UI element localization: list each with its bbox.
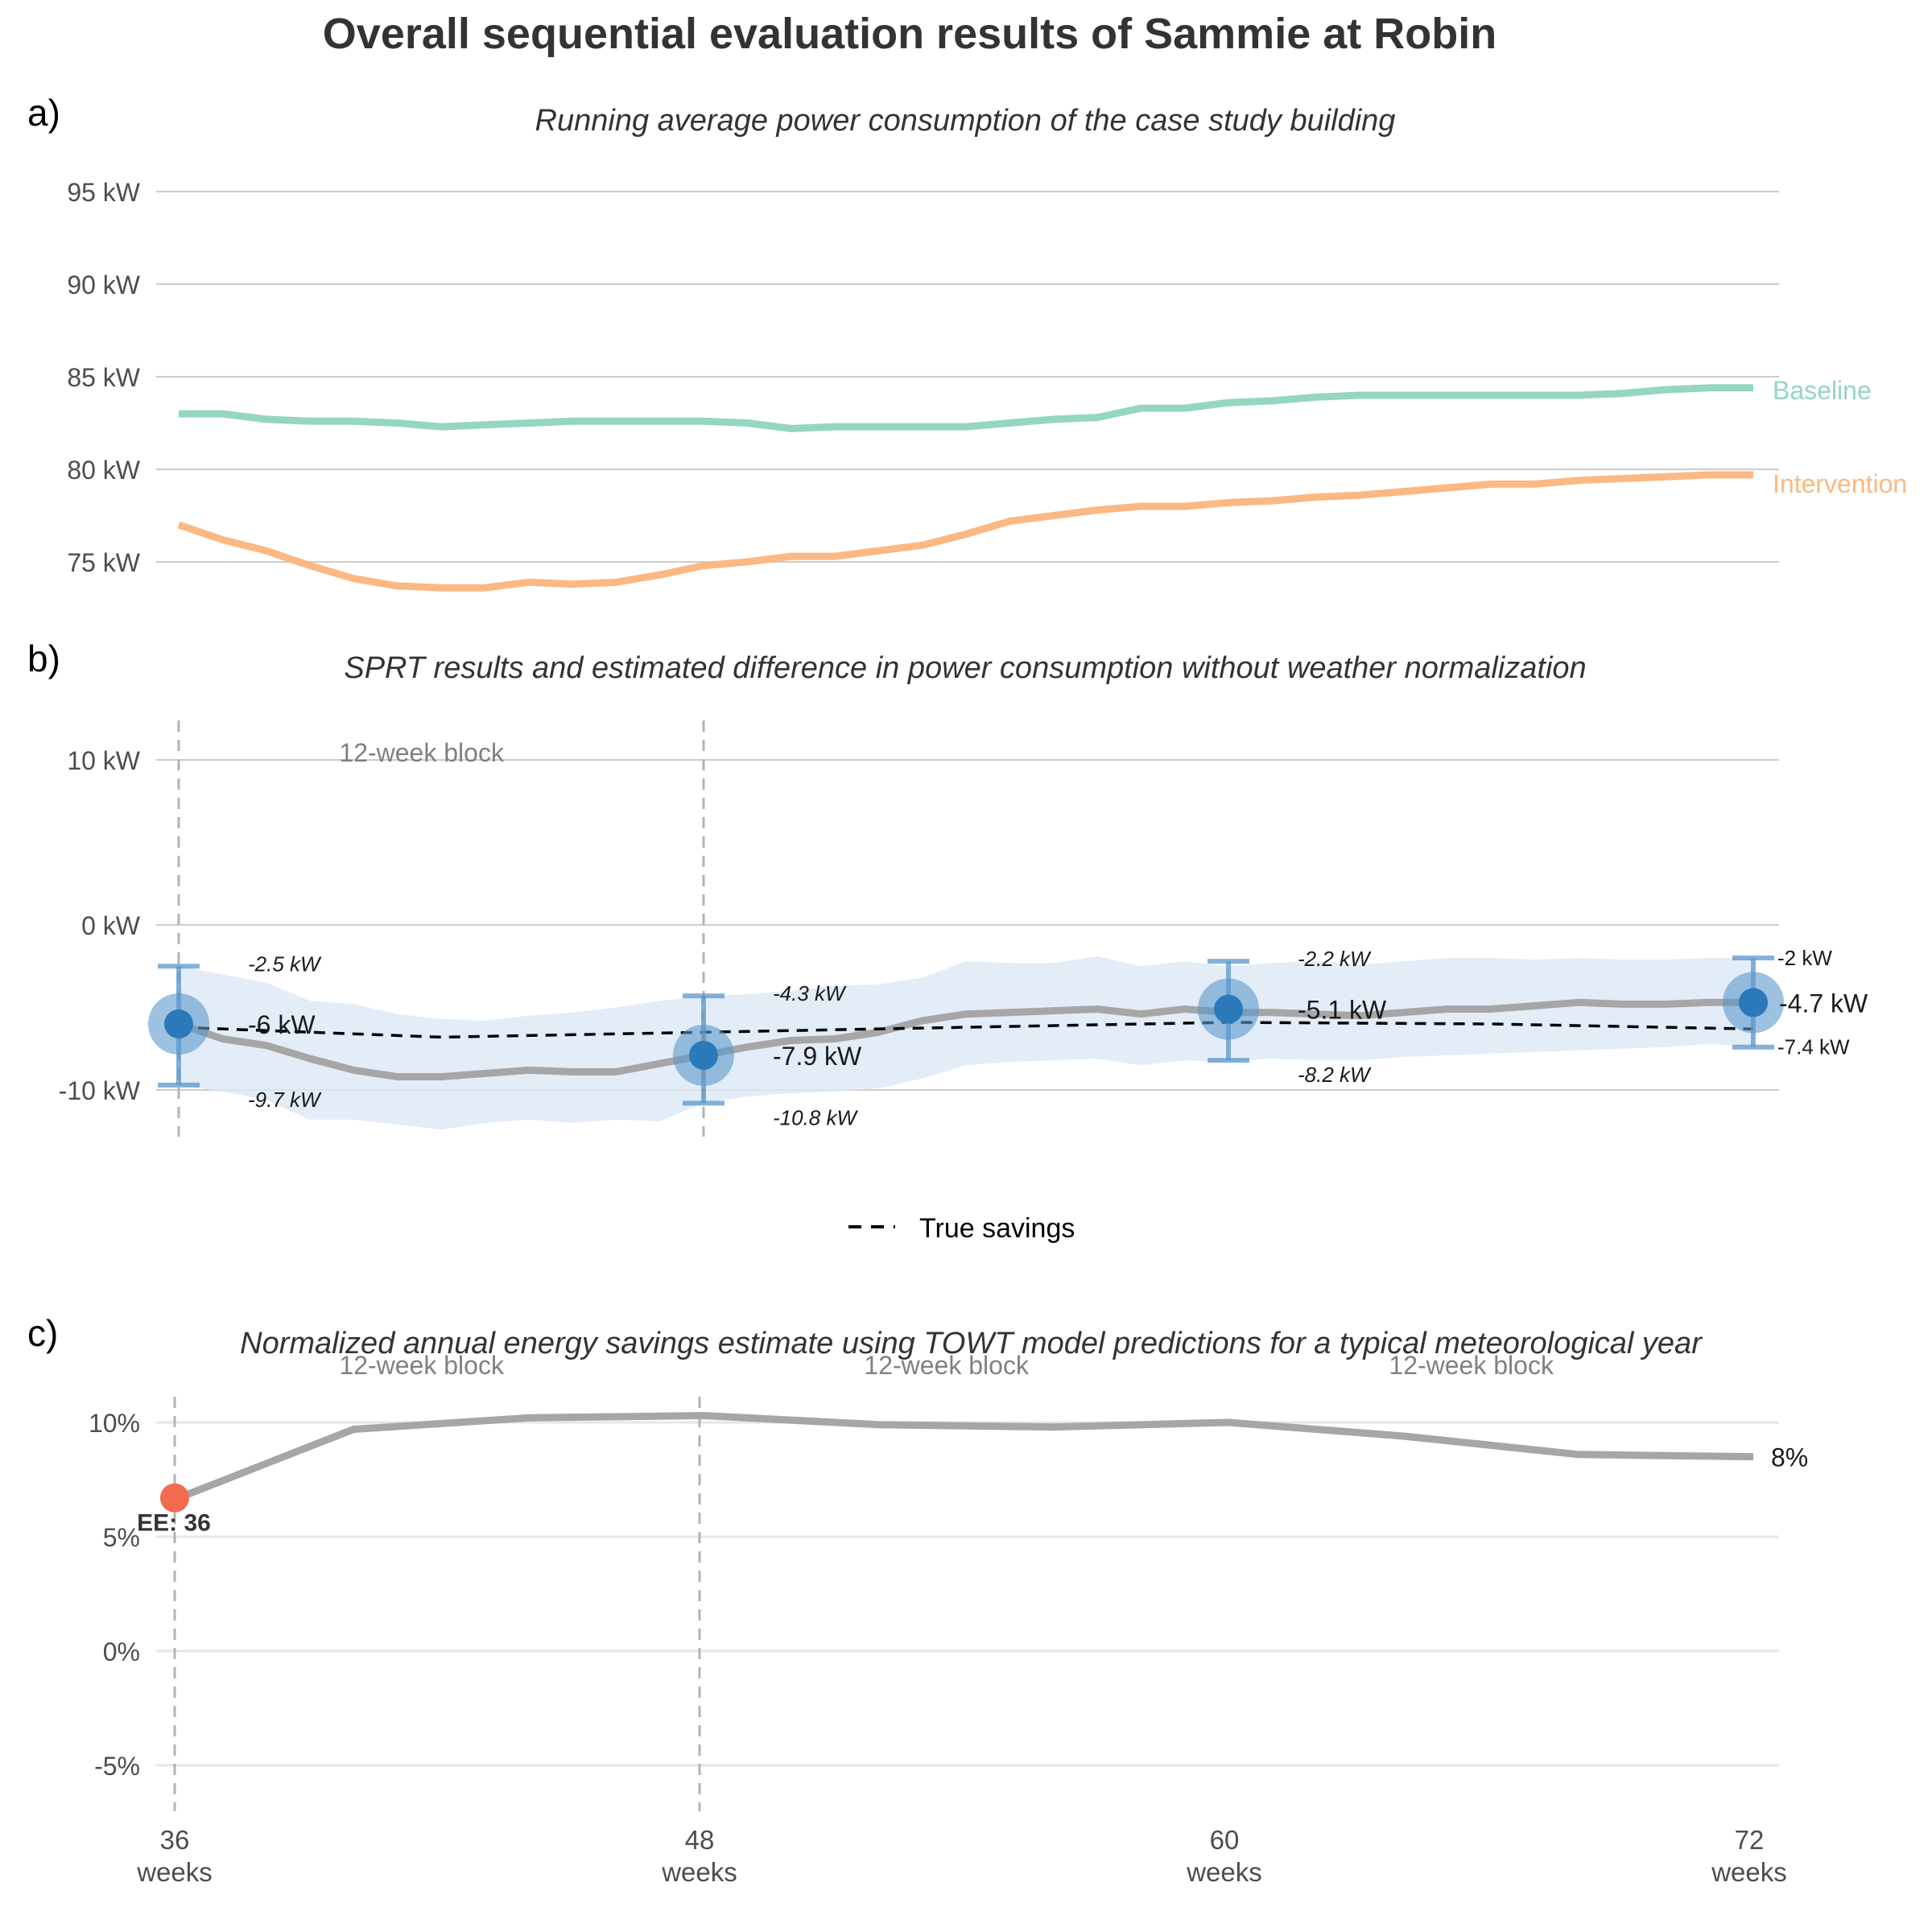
ee-point: [160, 1483, 189, 1513]
ci-upper-label: -2 kW: [1777, 946, 1832, 970]
x-tick-unit: weeks: [1711, 1857, 1787, 1887]
legend-true-savings-label: True savings: [919, 1213, 1075, 1244]
panel-a-y-tick-labels: 75 kW 80 kW 85 kW 90 kW 95 kW: [67, 178, 140, 577]
x-tick-label: 72: [1735, 1825, 1765, 1855]
evaluation-point: [1739, 988, 1768, 1018]
panel-b-y-tick-label: 0 kW: [81, 911, 141, 940]
x-tick-label: 36: [160, 1825, 190, 1855]
panel-a: a) Running average power consumption of …: [27, 92, 1907, 592]
panel-c-savings-line: [177, 1412, 1754, 1501]
panel-b-y-tick-label: -10 kW: [59, 1076, 141, 1105]
panel-a-series-lines: [177, 384, 1753, 592]
panel-a-gridlines: [156, 191, 1779, 563]
panel-b-y-tick-labels: -10 kW 0 kW 10 kW: [59, 746, 141, 1105]
series-line-intervention: [177, 471, 1753, 592]
panel-c-tag: c): [27, 1312, 58, 1354]
panel-b: b) SPRT results and estimated difference…: [27, 638, 1868, 1244]
ci-lower-label: -8.2 kW: [1298, 1063, 1372, 1087]
estimate-label: -7.9 kW: [773, 1042, 862, 1071]
panel-a-tag: a): [27, 92, 60, 134]
panel-c-block-lines: [173, 1397, 701, 1811]
evaluation-point-group: -2.5 kW -9.7 kW -6 kW: [148, 952, 322, 1112]
panel-a-subtitle: Running average power consumption of the…: [535, 104, 1396, 138]
x-tick-label: 60: [1210, 1825, 1240, 1855]
panel-b-y-tick-label: 10 kW: [67, 746, 140, 775]
panel-b-evaluation-points: -2.5 kW -9.7 kW -6 kW -4.3 kW -10.8 kW -7.9 k…: [148, 946, 1868, 1129]
x-tick-unit: weeks: [136, 1857, 213, 1887]
evaluation-point: [164, 1009, 193, 1038]
figure-title: Overall sequential evaluation results of…: [323, 10, 1496, 58]
estimate-label: -5.1 kW: [1298, 996, 1387, 1025]
x-tick-label: 48: [685, 1825, 715, 1855]
panel-a-y-tick-label: 90 kW: [67, 270, 140, 299]
savings-line: [177, 1412, 1754, 1501]
evaluation-point-group: -2 kW -7.4 kW -4.7 kW: [1723, 946, 1868, 1059]
estimate-label: -4.7 kW: [1779, 989, 1868, 1018]
end-value-label: 8%: [1771, 1443, 1808, 1472]
block-label: 12-week block: [339, 738, 505, 767]
evaluation-point: [1214, 994, 1243, 1024]
panel-b-tag: b): [27, 638, 60, 679]
ci-upper-label: -4.3 kW: [773, 981, 847, 1005]
panel-a-series-labels: Baseline Intervention: [1773, 376, 1907, 498]
panel-c-y-tick-label: 10%: [89, 1409, 140, 1438]
panel-b-block-labels: 12-week block: [339, 738, 505, 767]
ci-upper-label: -2.2 kW: [1298, 947, 1372, 971]
x-tick-unit: weeks: [661, 1857, 737, 1887]
panel-c-end-label: 8%: [1771, 1443, 1808, 1472]
block-label: 12-week block: [1389, 1351, 1554, 1380]
evaluation-point-group: -4.3 kW -10.8 kW -7.9 kW: [673, 981, 862, 1129]
panel-a-y-tick-label: 85 kW: [67, 363, 140, 392]
series-label-baseline: Baseline: [1773, 376, 1872, 405]
ci-upper-label: -2.5 kW: [248, 952, 322, 976]
panel-c-y-tick-label: -5%: [94, 1752, 140, 1781]
panel-b-legend: True savings: [848, 1213, 1075, 1244]
x-tick-unit: weeks: [1186, 1857, 1262, 1887]
evaluation-point: [689, 1040, 718, 1070]
ci-lower-label: -7.4 kW: [1777, 1035, 1850, 1059]
panel-c-subtitle: Normalized annual energy savings estimat…: [240, 1327, 1703, 1360]
panel-b-subtitle: SPRT results and estimated difference in…: [344, 651, 1586, 685]
panel-a-y-tick-label: 95 kW: [67, 178, 140, 207]
estimate-line: [177, 998, 1753, 1081]
confidence-band: [179, 956, 1753, 1130]
panel-c-y-tick-label: 5%: [103, 1523, 140, 1552]
panel-b-estimate-line: [177, 998, 1753, 1081]
block-label: 12-week block: [864, 1351, 1030, 1380]
ci-lower-label: -9.7 kW: [248, 1088, 322, 1112]
panel-c-y-tick-label: 0%: [103, 1637, 140, 1666]
ee-label: EE: 36: [137, 1510, 211, 1537]
series-line-baseline: [179, 384, 1753, 432]
panel-a-y-tick-label: 75 kW: [67, 548, 140, 577]
series-label-intervention: Intervention: [1773, 469, 1907, 498]
panel-c-block-labels: 12-week block 12-week block 12-week block: [339, 1351, 1554, 1380]
panel-c: c) Normalized annual energy savings esti…: [27, 1312, 1808, 1811]
panel-c-gridlines: [156, 1421, 1779, 1767]
panel-a-y-tick-label: 80 kW: [67, 456, 140, 485]
panel-c-y-tick-labels: -5% 0% 5% 10%: [89, 1409, 140, 1781]
evaluation-point-group: -2.2 kW -8.2 kW -5.1 kW: [1198, 947, 1387, 1087]
panel-c-ee-marker: EE: 36: [137, 1483, 211, 1537]
panel-b-confidence-band: [179, 956, 1753, 1130]
ci-lower-label: -10.8 kW: [773, 1105, 858, 1129]
block-label: 12-week block: [339, 1351, 505, 1380]
estimate-label: -6 kW: [248, 1010, 316, 1039]
